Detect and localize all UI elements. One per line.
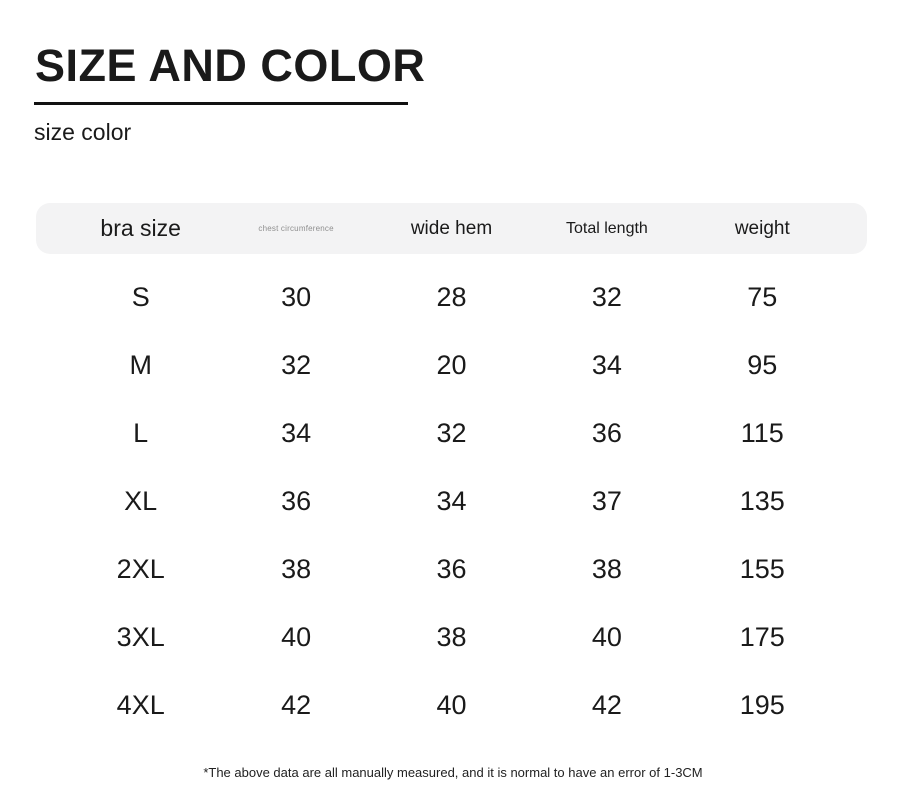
table-cell: 36 (281, 485, 312, 516)
table-cell: 115 (740, 417, 784, 448)
table-cell: 38 (436, 621, 467, 652)
table-cell: 175 (739, 621, 785, 652)
page-title: SIZE AND COLOR (35, 40, 426, 91)
table-row: 2XL 38 36 38 155 (36, 535, 867, 603)
table-cell: 32 (281, 349, 312, 380)
table-cell: 155 (739, 553, 785, 584)
table-cell: 28 (436, 281, 467, 312)
table-cell: 34 (436, 485, 467, 516)
size-label: 3XL (116, 621, 165, 652)
table-row: 3XL 40 38 40 175 (36, 603, 867, 671)
table-cell: 75 (747, 281, 778, 312)
column-header-bra-size: bra size (100, 215, 181, 241)
measurement-disclaimer: *The above data are all manually measure… (203, 765, 703, 780)
table-cell: 32 (591, 281, 622, 312)
table-cell: 40 (591, 621, 622, 652)
table-cell: 195 (739, 689, 785, 720)
table-cell: 36 (436, 553, 467, 584)
table-cell: 38 (591, 553, 622, 584)
table-cell: 32 (436, 417, 467, 448)
table-cell: 42 (281, 689, 312, 720)
column-header-wide-hem: wide hem (410, 217, 493, 239)
table-row: XL 36 34 37 135 (36, 467, 867, 535)
table-row: M 32 20 34 95 (36, 331, 867, 399)
size-label: S (131, 281, 150, 312)
table-row: 4XL 42 40 42 195 (36, 671, 867, 739)
table-cell: 34 (281, 417, 312, 448)
table-cell: 95 (747, 349, 778, 380)
table-cell: 40 (436, 689, 467, 720)
table-cell: 34 (591, 349, 622, 380)
page-subtitle: size color (34, 119, 132, 145)
table-cell: 38 (281, 553, 312, 584)
size-label: M (129, 349, 152, 380)
table-cell: 40 (281, 621, 312, 652)
table-header-row: bra size chest circumference wide hem To… (36, 203, 867, 254)
table-cell: 36 (591, 417, 622, 448)
size-label: L (133, 417, 149, 448)
table-cell: 135 (739, 485, 785, 516)
column-header-chest-circumference: chest circumference (258, 224, 334, 233)
table-row: S 30 28 32 75 (36, 263, 867, 331)
table-row: L 34 32 36 115 (36, 399, 867, 467)
table-body: S 30 28 32 75 M 32 20 34 95 L 34 32 36 1… (36, 263, 867, 739)
column-header-total-length: Total length (565, 219, 648, 237)
table-cell: 42 (591, 689, 622, 720)
column-header-weight: weight (734, 217, 790, 239)
title-underline (34, 102, 408, 105)
table-cell: 20 (436, 349, 467, 380)
size-label: 2XL (116, 553, 165, 584)
size-label: 4XL (116, 689, 165, 720)
table-cell: 30 (281, 281, 312, 312)
table-cell: 37 (591, 485, 622, 516)
size-label: XL (124, 485, 158, 516)
